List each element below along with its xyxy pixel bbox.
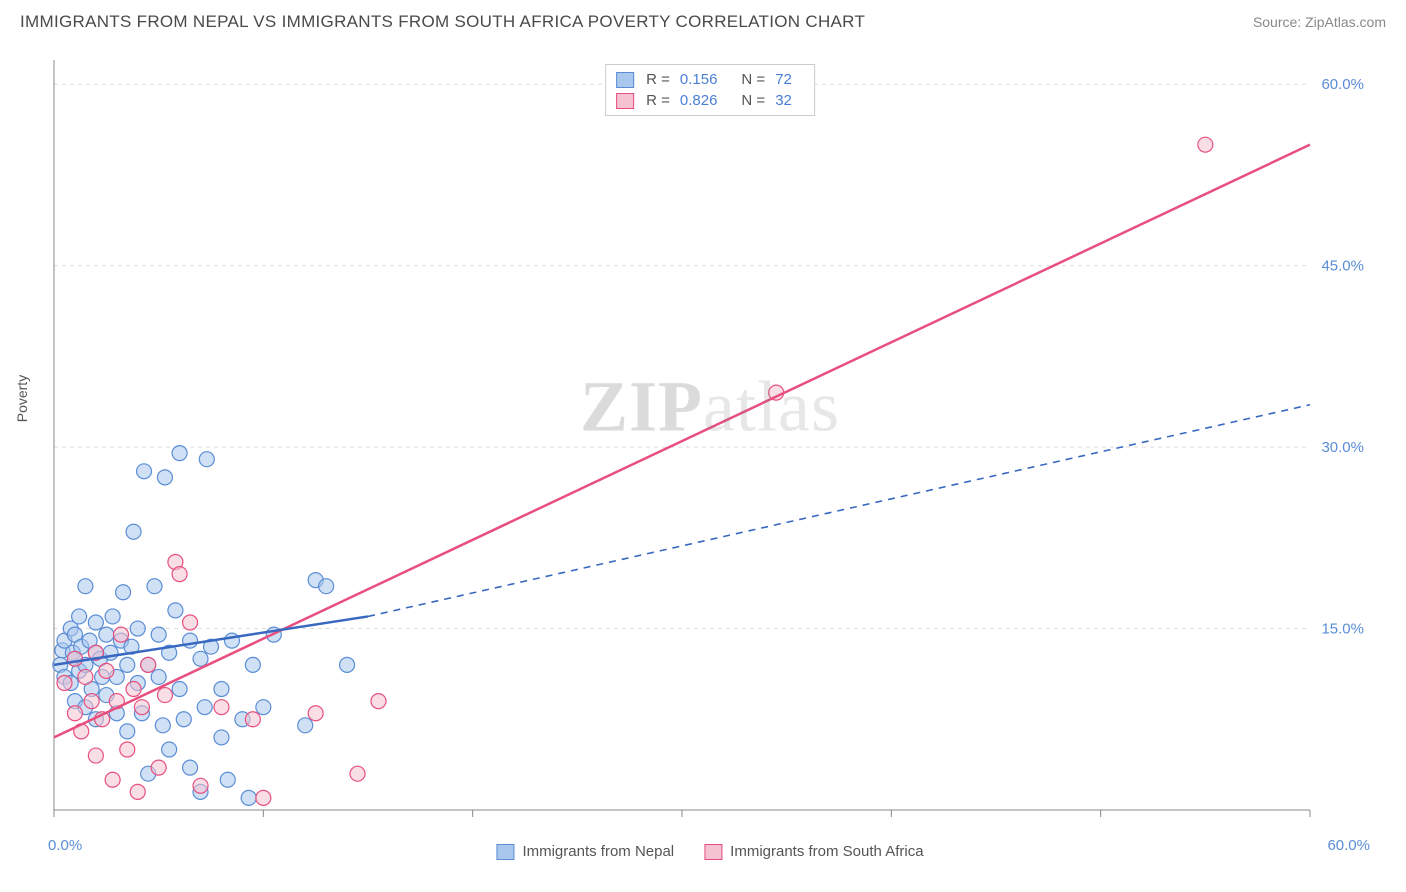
x-axis-max-label: 60.0% <box>1327 837 1370 854</box>
x-axis-min-label: 0.0% <box>48 837 82 854</box>
header: IMMIGRANTS FROM NEPAL VS IMMIGRANTS FROM… <box>0 0 1406 40</box>
stats-R-nepal: 0.156 <box>680 71 718 88</box>
stats-N-nepal: 72 <box>775 71 792 88</box>
swatch-sa-bottom <box>704 844 722 860</box>
page-title: IMMIGRANTS FROM NEPAL VS IMMIGRANTS FROM… <box>20 12 865 32</box>
stats-R-label: R = <box>646 71 670 88</box>
svg-text:60.0%: 60.0% <box>1321 76 1364 93</box>
chart-plot-area: 15.0% 30.0% 45.0% 60.0% <box>50 48 1370 828</box>
svg-text:15.0%: 15.0% <box>1321 621 1364 638</box>
legend-label-nepal: Immigrants from Nepal <box>522 843 674 860</box>
stats-row-sa: R = 0.826 N = 32 <box>616 90 804 111</box>
legend-item-sa: Immigrants from South Africa <box>704 843 923 860</box>
legend-item-nepal: Immigrants from Nepal <box>496 843 674 860</box>
bottom-legend: Immigrants from Nepal Immigrants from So… <box>496 843 923 860</box>
svg-text:30.0%: 30.0% <box>1321 439 1364 456</box>
svg-text:45.0%: 45.0% <box>1321 258 1364 275</box>
stats-row-nepal: R = 0.156 N = 72 <box>616 69 804 90</box>
stats-R-label-2: R = <box>646 92 670 109</box>
stats-N-label-2: N = <box>741 92 765 109</box>
y-axis-label: Poverty <box>14 375 30 422</box>
stats-N-label: N = <box>741 71 765 88</box>
stats-R-sa: 0.826 <box>680 92 718 109</box>
swatch-nepal-bottom <box>496 844 514 860</box>
stats-N-sa: 32 <box>775 92 792 109</box>
swatch-sa <box>616 93 634 109</box>
correlation-chart: Poverty 15.0%30.0%45.0%60.0% ZIPatlas R … <box>50 48 1370 828</box>
source-attribution: Source: ZipAtlas.com <box>1253 14 1386 30</box>
legend-label-sa: Immigrants from South Africa <box>730 843 923 860</box>
stats-legend: R = 0.156 N = 72 R = 0.826 N = 32 <box>605 64 815 116</box>
swatch-nepal <box>616 72 634 88</box>
